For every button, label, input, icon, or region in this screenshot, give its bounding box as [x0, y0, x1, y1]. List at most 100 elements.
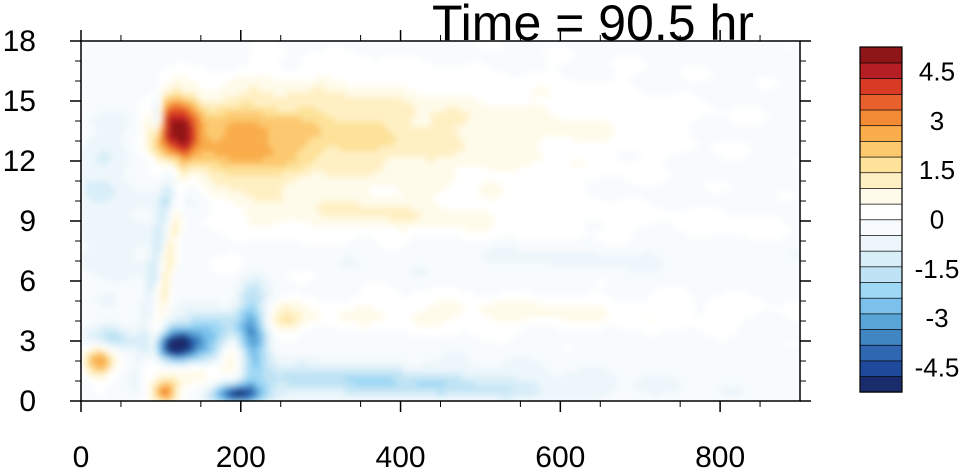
field-cell [167, 206, 173, 212]
field-cell [172, 326, 212, 332]
field-cell [133, 251, 149, 257]
field-cell [493, 246, 518, 252]
field-cell [104, 366, 111, 372]
field-cell [258, 331, 264, 337]
field-cell [162, 196, 168, 202]
field-cell [181, 201, 188, 207]
field-cell [138, 331, 149, 337]
field-cell [243, 326, 250, 332]
field-cell [263, 391, 269, 397]
field-cell [81, 76, 159, 82]
field-cell [660, 266, 800, 272]
field-cell [325, 146, 341, 152]
field-cell [670, 171, 800, 177]
field-cell [660, 331, 705, 337]
field-cell [205, 336, 216, 342]
field-cell [157, 206, 168, 212]
field-cell [172, 76, 188, 82]
field-cell [200, 131, 207, 137]
field-cell [253, 356, 259, 362]
field-cell [234, 381, 240, 387]
field-cell [574, 136, 609, 142]
field-cell [354, 256, 485, 262]
field-cell [186, 351, 192, 357]
field-cell [258, 326, 264, 332]
field-cell [646, 61, 800, 67]
colorbar-tick-label: 3 [930, 106, 944, 136]
field-cell [191, 131, 197, 137]
colorbar-tick-label: 0 [930, 205, 944, 235]
field-cell [354, 381, 398, 387]
field-cell [172, 281, 240, 287]
field-cell [81, 266, 87, 272]
field-cell [632, 381, 681, 387]
field-cell [167, 116, 188, 122]
field-cell [272, 346, 561, 352]
field-cell [81, 101, 140, 107]
field-cell [196, 91, 240, 97]
field-cell [339, 146, 379, 152]
field-cell [148, 341, 154, 347]
field-cell [689, 131, 800, 137]
field-cell [277, 381, 288, 387]
field-cell [215, 336, 221, 342]
field-cell [699, 116, 729, 122]
colorbar-tick-label: -3 [925, 303, 948, 333]
field-cell [646, 91, 672, 97]
field-cell [200, 116, 303, 122]
field-cell [124, 166, 149, 172]
colorbar-segment [859, 203, 903, 221]
field-cell [771, 116, 800, 122]
field-cell [660, 206, 691, 212]
field-cell [531, 101, 537, 107]
field-cell [205, 126, 226, 132]
field-cell [133, 216, 154, 222]
field-cell [167, 111, 188, 117]
field-cell [637, 226, 676, 232]
field-cell [239, 336, 245, 342]
field-cell [81, 256, 135, 262]
field-cell [512, 386, 542, 392]
field-cell [196, 336, 202, 342]
field-cell [224, 341, 231, 347]
field-cell [402, 366, 547, 372]
field-cell [128, 116, 140, 122]
field-cell [81, 296, 96, 302]
field-cell [191, 196, 207, 202]
field-cell [258, 86, 312, 92]
field-cell [81, 251, 135, 257]
field-cell [196, 121, 202, 127]
field-cell [176, 156, 183, 162]
field-cell [224, 386, 231, 392]
field-cell [459, 376, 518, 382]
field-cell [565, 371, 614, 377]
field-cell [181, 246, 384, 252]
field-cell [416, 216, 494, 222]
field-cell [229, 396, 250, 401]
field-cell [243, 191, 283, 197]
field-cell [167, 136, 178, 142]
field-cell [258, 391, 264, 397]
field-cell [167, 246, 173, 252]
field-cell [282, 191, 370, 197]
field-cell [493, 316, 528, 322]
field-cell [502, 361, 542, 367]
field-cell [224, 81, 346, 87]
field-cell [157, 381, 164, 387]
field-cell [378, 146, 466, 152]
field-cell [243, 211, 322, 217]
field-cell [200, 106, 212, 112]
field-cell [162, 111, 168, 117]
field-cell [359, 261, 552, 267]
field-cell [306, 281, 365, 287]
field-cell [239, 351, 245, 357]
field-cell [196, 176, 212, 182]
field-cell [411, 266, 427, 272]
field-cell [493, 236, 518, 242]
field-cell [109, 156, 130, 162]
field-cell [421, 211, 490, 217]
field-cell [229, 336, 235, 342]
field-cell [579, 236, 595, 242]
field-cell [128, 331, 140, 337]
field-cell [81, 181, 87, 187]
